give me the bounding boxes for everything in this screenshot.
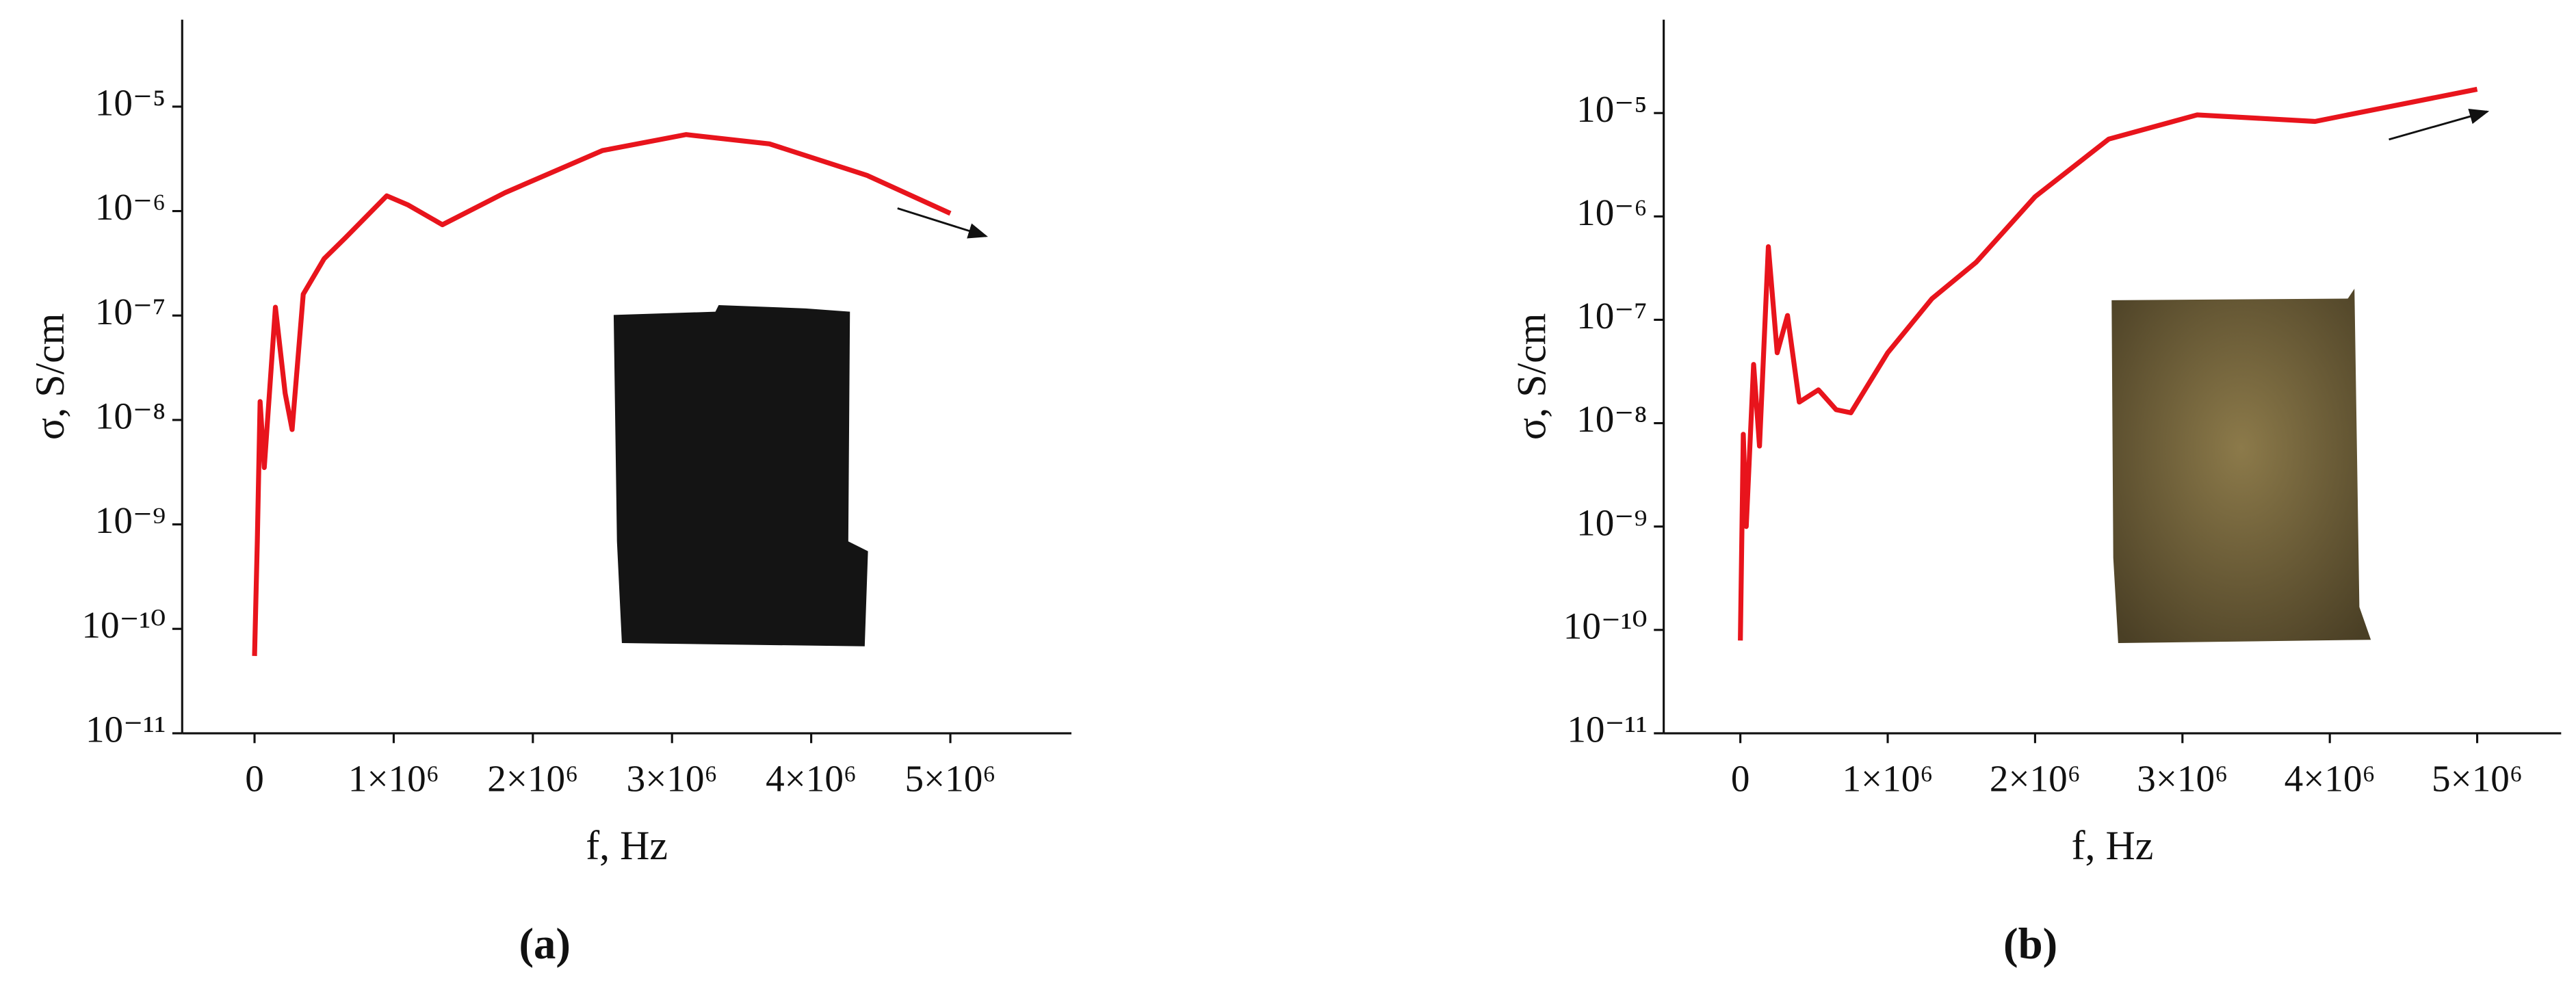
y-tick-label: 10⁻⁹ [95,499,166,541]
y-tick-label: 10⁻¹⁰ [81,604,166,646]
sample-photo-a [613,305,868,646]
trend-arrow-b [2389,109,2490,141]
x-tick-label: 2×10⁶ [487,757,578,799]
trend-arrow-a [897,207,989,239]
y-tick-label: 10⁻⁸ [1576,398,1647,440]
y-tick-label: 10⁻⁹ [1576,501,1647,543]
panel-label: (a) [519,919,570,969]
y-tick-label: 10⁻⁵ [95,82,166,124]
y-tick-label: 10⁻⁷ [1576,295,1647,337]
y-tick-label: 10⁻⁸ [95,395,166,437]
sample-photo-b [2111,289,2371,644]
y-tick-label: 10⁻¹¹ [1567,709,1647,750]
x-tick-label: 1×10⁶ [1843,757,1934,799]
y-tick-label: 10⁻⁷ [95,291,166,332]
y-axis-title: σ, S/cm [27,313,73,440]
x-tick-label: 1×10⁶ [348,757,439,799]
y-tick-label: 10⁻¹¹ [86,709,166,750]
x-tick-label: 2×10⁶ [1990,757,2081,799]
panel-label: (b) [2003,919,2057,969]
y-axis-title: σ, S/cm [1509,313,1554,440]
data-line [1738,86,2478,641]
data-line [252,132,952,656]
x-tick-label: 3×10⁶ [627,757,718,799]
y-tick-label: 10⁻⁶ [1576,192,1647,233]
x-tick-label: 5×10⁶ [2432,757,2523,799]
y-tick-label: 10⁻⁶ [95,186,166,228]
x-tick-label: 0 [1731,757,1750,799]
y-tick-label: 10⁻¹⁰ [1563,605,1648,646]
x-tick-label: 0 [245,757,264,799]
x-tick-label: 4×10⁶ [766,757,857,799]
x-axis-title: f, Hz [2072,823,2154,868]
x-tick-label: 3×10⁶ [2137,757,2228,799]
x-tick-label: 4×10⁶ [2285,757,2376,799]
x-axis-title: f, Hz [586,823,668,868]
x-tick-label: 5×10⁶ [905,757,996,799]
y-tick-label: 10⁻⁵ [1576,88,1647,130]
